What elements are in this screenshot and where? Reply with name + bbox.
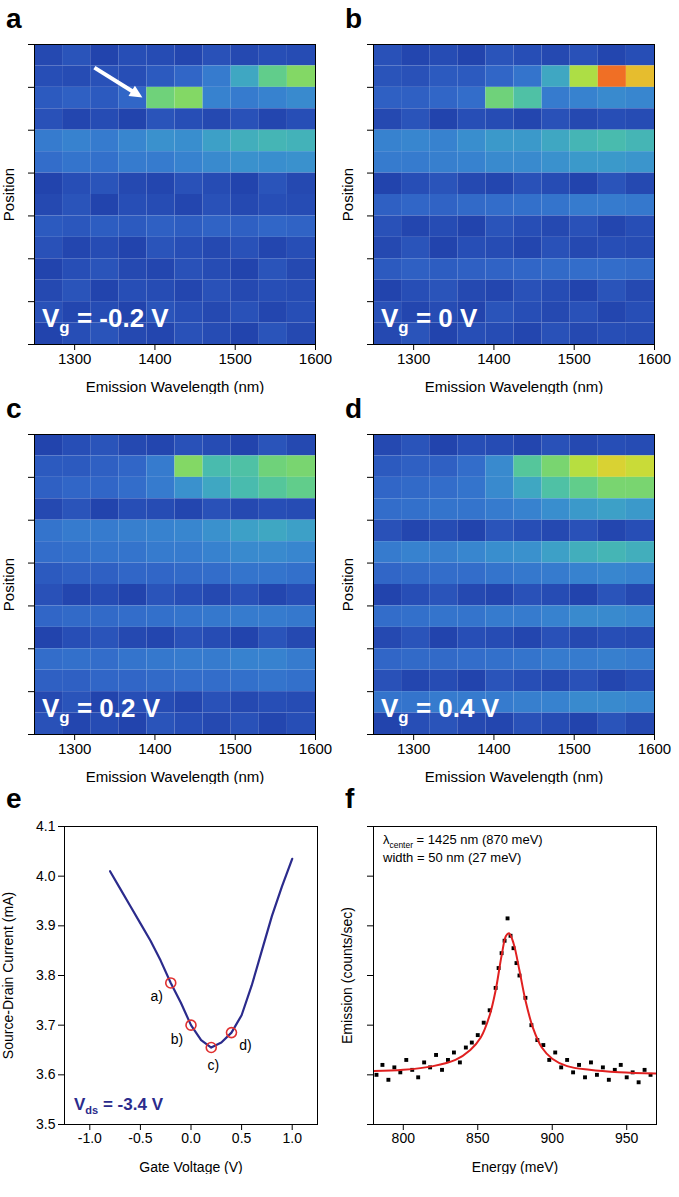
svg-text:0.5: 0.5	[232, 1130, 252, 1146]
html-text:b: b	[345, 3, 363, 34]
svg-text:1500: 1500	[558, 740, 591, 757]
html-text:c: c	[6, 393, 22, 424]
svg-text:1300: 1300	[58, 740, 91, 757]
html-text:Vg= 0 V: Vg= 0 V	[381, 302, 478, 337]
html-text:λcenter= 1425 nm (870 meV): λcenter= 1425 nm (870 meV)	[383, 832, 543, 850]
svg-text:3.6: 3.6	[36, 1066, 56, 1082]
svg-text:Position: Position	[339, 558, 356, 611]
svg-text:3.7: 3.7	[36, 1017, 56, 1033]
svg-text:3.9: 3.9	[36, 917, 56, 933]
svg-text:b): b)	[171, 1031, 183, 1047]
svg-text:1.0: 1.0	[282, 1130, 302, 1146]
svg-text:Position: Position	[0, 168, 17, 221]
svg-text:950: 950	[615, 1130, 639, 1146]
svg-text:-0.5: -0.5	[128, 1130, 152, 1146]
svg-text:1600: 1600	[299, 350, 332, 367]
svg-text:Position: Position	[0, 558, 17, 611]
svg-text:1300: 1300	[397, 350, 430, 367]
svg-text:Gate Voltage (V): Gate Voltage (V)	[139, 1159, 243, 1175]
svg-text:1400: 1400	[138, 740, 171, 757]
svg-text:1600: 1600	[299, 740, 332, 757]
html-text:Vg= -0.2 V: Vg= -0.2 V	[42, 302, 169, 337]
svg-text:1500: 1500	[219, 740, 252, 757]
html-text:Vds= -3.4 V: Vds= -3.4 V	[74, 1094, 163, 1116]
svg-text:1600: 1600	[638, 350, 671, 367]
html-text:d: d	[345, 393, 363, 424]
svg-text:1500: 1500	[219, 350, 252, 367]
svg-text:4.0: 4.0	[36, 868, 56, 884]
svg-text:1400: 1400	[138, 350, 171, 367]
svg-text:a): a)	[151, 988, 163, 1004]
svg-text:850: 850	[466, 1130, 490, 1146]
svg-text:-1.0: -1.0	[78, 1130, 102, 1146]
svg-text:0.0: 0.0	[181, 1130, 201, 1146]
html-text:Vg= 0.4 V: Vg= 0.4 V	[381, 692, 499, 727]
svg-text:1300: 1300	[397, 740, 430, 757]
svg-text:Emission Wavelength (nm): Emission Wavelength (nm)	[86, 378, 265, 395]
html-text:Vg= 0.2 V: Vg= 0.2 V	[42, 692, 160, 727]
svg-text:1600: 1600	[638, 740, 671, 757]
svg-text:4.1: 4.1	[36, 818, 56, 834]
svg-text:Source-Drain Current (mA): Source-Drain Current (mA)	[0, 892, 16, 1059]
svg-text:1500: 1500	[558, 350, 591, 367]
svg-text:800: 800	[392, 1130, 416, 1146]
svg-text:d): d)	[239, 1037, 251, 1053]
html-text:f: f	[345, 783, 355, 814]
svg-text:c): c)	[207, 1057, 219, 1073]
svg-text:1400: 1400	[477, 740, 510, 757]
svg-text:Energy (meV): Energy (meV)	[472, 1159, 558, 1175]
svg-text:Position: Position	[339, 168, 356, 221]
svg-text:Emission (counts/sec): Emission (counts/sec)	[339, 907, 355, 1044]
html-text:a: a	[6, 3, 22, 34]
svg-text:Emission Wavelength (nm): Emission Wavelength (nm)	[425, 768, 604, 785]
html-text:width = 50 nm (27 meV): width = 50 nm (27 meV)	[383, 850, 522, 865]
svg-text:1400: 1400	[477, 350, 510, 367]
svg-text:1300: 1300	[58, 350, 91, 367]
svg-text:3.8: 3.8	[36, 967, 56, 983]
svg-text:Emission Wavelength (nm): Emission Wavelength (nm)	[425, 378, 604, 395]
svg-text:3.5: 3.5	[36, 1116, 56, 1132]
svg-text:900: 900	[541, 1130, 565, 1146]
html-text:e: e	[6, 783, 22, 814]
svg-text:Emission Wavelength (nm): Emission Wavelength (nm)	[86, 768, 265, 785]
